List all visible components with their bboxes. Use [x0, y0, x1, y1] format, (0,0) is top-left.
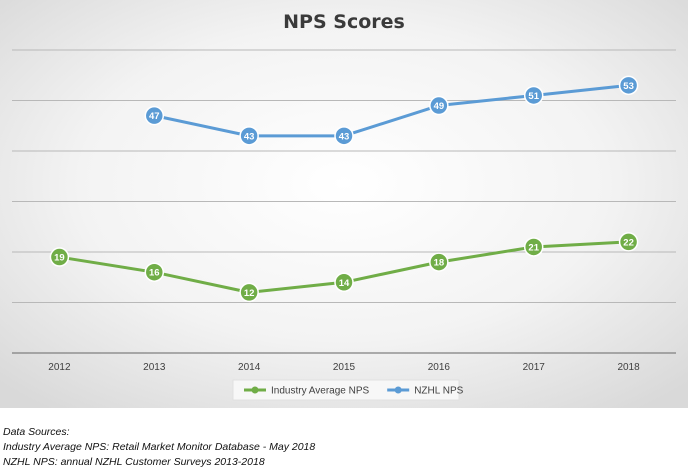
legend-box	[232, 379, 460, 401]
sources-line-industry: Industry Average NPS: Retail Market Moni…	[3, 441, 316, 453]
x-tick-label: 2018	[617, 362, 640, 373]
data-label: 53	[623, 81, 634, 92]
data-point	[239, 126, 259, 146]
data-label: 19	[54, 253, 65, 264]
x-tick-label: 2017	[523, 362, 546, 373]
chart-title: NPS Scores	[283, 11, 405, 33]
data-point	[144, 262, 165, 282]
data-point	[429, 252, 449, 272]
legend-entry: NZHL NPS	[414, 386, 463, 397]
sources-line-nzhl: NZHL NPS: annual NZHL Customer Surveys 2…	[3, 456, 265, 468]
data-point	[523, 85, 544, 106]
legend-swatch-marker	[394, 386, 402, 394]
chart-area: NPS Scores 19 16 12 14 18 21 22 47 43 43 49 51 53 20…	[0, 0, 688, 408]
x-tick-label: 2016	[428, 362, 451, 373]
data-label: 14	[339, 278, 350, 289]
legend-swatch-marker	[251, 386, 259, 394]
legend-entry: Industry Average NPS	[271, 386, 370, 397]
x-tick-label: 2014	[238, 362, 261, 373]
data-label: 12	[244, 288, 255, 299]
data-point	[618, 75, 639, 96]
data-point	[334, 126, 354, 146]
data-point	[429, 95, 449, 116]
data-label: 51	[528, 91, 539, 102]
data-label: 21	[528, 242, 539, 253]
sources-heading: Data Sources:	[3, 426, 70, 438]
data-label: 49	[434, 101, 445, 112]
data-label: 43	[339, 131, 350, 142]
data-sources-note: Data Sources: Industry Average NPS: Reta…	[3, 425, 315, 470]
data-label: 16	[149, 268, 160, 279]
nps-line-chart: NPS Scores 19 16 12 14 18 21 22 47 43 43 49 51 53 20…	[12, 11, 676, 401]
data-label: 47	[149, 111, 160, 122]
data-point	[523, 237, 544, 257]
data-point	[144, 105, 165, 126]
data-label: 43	[244, 131, 255, 142]
data-point	[49, 247, 70, 267]
x-tick-label: 2015	[333, 362, 356, 373]
data-point	[239, 282, 259, 303]
x-tick-label: 2013	[143, 362, 166, 373]
x-tick-label: 2012	[48, 362, 71, 373]
data-point	[334, 272, 354, 293]
data-label: 22	[623, 237, 634, 248]
series-line	[153, 83, 629, 138]
data-label: 18	[434, 258, 445, 269]
data-point	[618, 232, 639, 252]
